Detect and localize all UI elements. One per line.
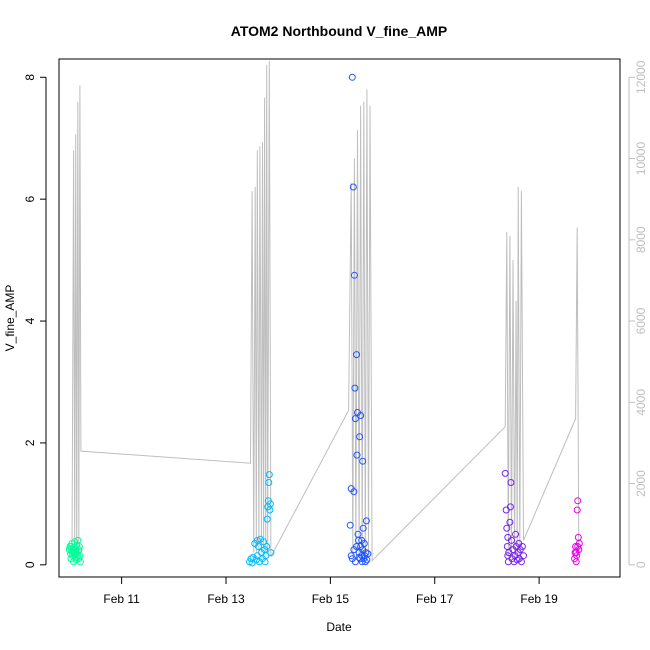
y-axis-label: V_fine_AMP [3, 285, 17, 352]
y-tick-label: 6 [23, 196, 37, 203]
data-point [506, 503, 514, 511]
data-point [503, 543, 511, 550]
data-point [518, 543, 526, 550]
data-point [574, 543, 582, 550]
data-point [351, 384, 359, 392]
data-point [349, 183, 357, 191]
x-axis-label: Date [326, 620, 352, 634]
data-point [574, 497, 582, 505]
data-point [350, 271, 358, 279]
data-point [353, 451, 361, 459]
x-tick-label: Feb 19 [520, 592, 558, 606]
data-point [504, 533, 512, 541]
data-point [76, 558, 84, 566]
y2-tick-label: 2000 [634, 470, 648, 497]
x-tick-label: Feb 17 [416, 592, 454, 606]
data-point [350, 488, 358, 496]
axes-layer: 0 2 4 6 8 0 2000 4000 6000 8000 10000 12000 Feb 11 Fe… [23, 58, 648, 606]
data-point [356, 433, 364, 441]
data-point [573, 552, 581, 560]
data-point [362, 517, 370, 525]
data-point [265, 471, 273, 479]
data-point [351, 558, 359, 566]
data-point [359, 524, 367, 532]
data-point [351, 415, 359, 423]
data-point [364, 550, 372, 558]
x-tick-label: Feb 11 [103, 592, 140, 606]
line-series [71, 60, 580, 562]
data-point [75, 546, 83, 554]
data-point [503, 524, 511, 532]
y2-tick-label: 0 [634, 561, 648, 568]
data-point [358, 536, 366, 544]
data-point [507, 479, 515, 486]
points-layer [65, 73, 583, 567]
y2-tick-label: 4000 [634, 389, 648, 416]
data-point [353, 543, 360, 550]
data-point [357, 412, 365, 419]
data-point [266, 500, 274, 508]
data-point [512, 530, 520, 538]
data-point [346, 521, 354, 529]
data-point [347, 552, 355, 560]
y2-tick-label: 8000 [634, 226, 648, 253]
data-point [573, 506, 581, 514]
data-point [353, 351, 360, 359]
y2-tick-label: 10000 [634, 142, 648, 176]
plot-box [58, 58, 621, 578]
chart-title: ATOM2 Northbound V_fine_AMP [231, 23, 447, 39]
data-point [520, 552, 527, 560]
x-tick-label: Feb 13 [207, 592, 245, 606]
data-point [506, 518, 514, 526]
y-tick-label: 0 [23, 561, 37, 568]
data-point [359, 457, 367, 465]
line-layer [71, 60, 580, 562]
y-tick-label: 2 [23, 439, 37, 446]
data-point [75, 543, 83, 550]
data-point [263, 515, 271, 523]
data-point [361, 558, 369, 566]
data-point [267, 549, 275, 557]
data-point [71, 538, 79, 546]
y2-tick-label: 6000 [634, 307, 648, 334]
data-point [253, 536, 261, 544]
y-tick-label: 8 [23, 74, 37, 81]
data-point [260, 538, 268, 546]
data-point [265, 479, 273, 486]
data-point [355, 536, 362, 544]
y-tick-label: 4 [23, 317, 37, 324]
data-point [517, 558, 525, 566]
data-point [355, 554, 363, 561]
data-point [348, 73, 356, 81]
data-point [261, 558, 269, 566]
data-point [501, 469, 509, 477]
y2-tick-label: 12000 [634, 60, 648, 94]
x-tick-label: Feb 15 [312, 592, 350, 606]
data-point [263, 543, 271, 550]
